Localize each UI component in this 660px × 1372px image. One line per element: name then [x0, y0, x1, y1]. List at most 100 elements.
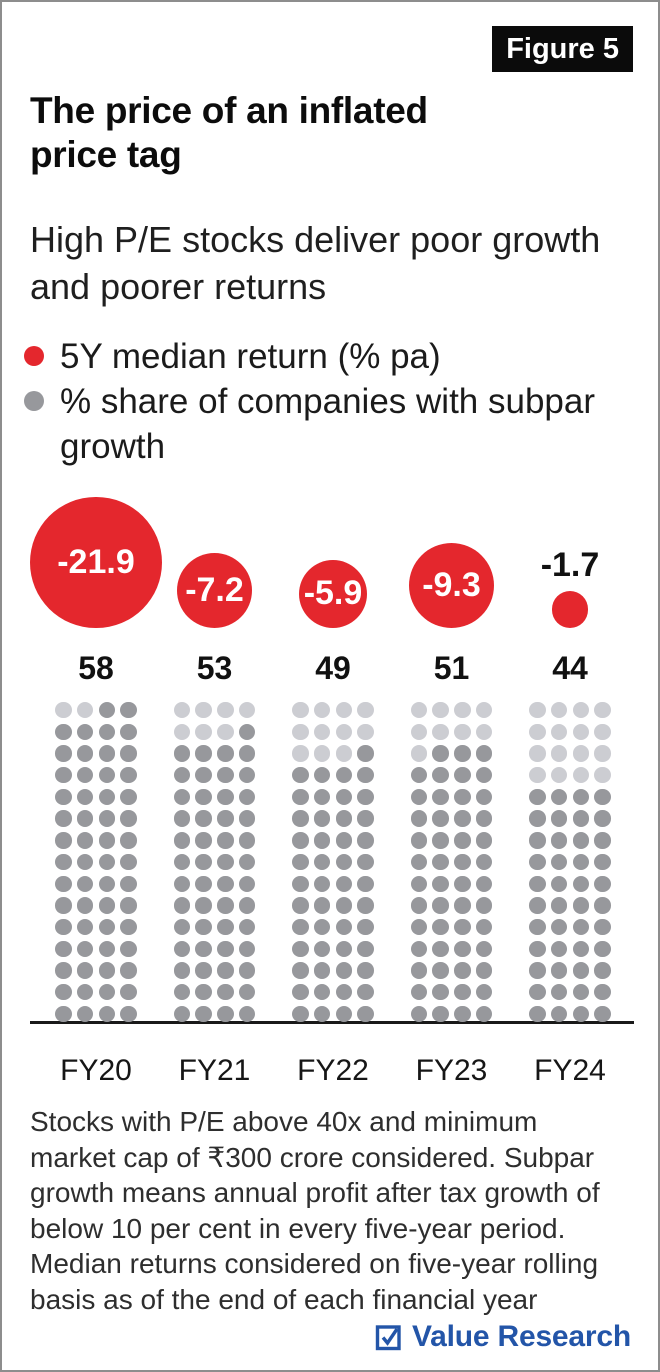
waffle-dot-filled	[313, 832, 331, 849]
value-research-logo: Value Research	[375, 1318, 631, 1356]
waffle-dot-filled	[454, 853, 471, 871]
waffle-dot-filled	[76, 767, 94, 784]
waffle-dot-filled	[313, 767, 331, 784]
waffle-dot-filled	[76, 832, 94, 849]
waffle-dot-filled	[357, 940, 374, 957]
waffle-dot-filled	[238, 788, 256, 806]
waffle-dot-filled	[454, 767, 471, 784]
waffle-grid-FY24	[529, 702, 611, 1023]
waffle-dot-filled	[410, 853, 428, 871]
waffle-dot-filled	[335, 853, 353, 871]
waffle-dot-filled	[529, 788, 546, 806]
waffle-dot-filled	[120, 767, 137, 784]
waffle-dot-filled	[98, 767, 116, 784]
waffle-dot-filled	[410, 897, 428, 914]
waffle-dot-filled	[335, 1005, 353, 1023]
waffle-dot-filled	[173, 767, 191, 784]
waffle-dot-filled	[98, 918, 116, 936]
waffle-dot-empty	[357, 723, 374, 741]
waffle-dot-empty	[432, 702, 449, 719]
waffle-dot-filled	[76, 962, 94, 979]
waffle-dot-filled	[238, 1005, 256, 1023]
waffle-dot-filled	[217, 788, 234, 806]
waffle-dot-filled	[76, 745, 94, 762]
share-value-FY22: 49	[315, 650, 351, 686]
waffle-dot-filled	[357, 1005, 374, 1023]
waffle-dot-empty	[529, 723, 546, 741]
legend-label: 5Y median return (% pa)	[60, 337, 441, 376]
waffle-dot-filled	[120, 897, 137, 914]
waffle-dot-filled	[195, 832, 212, 849]
waffle-dot-filled	[475, 853, 493, 871]
waffle-dot-filled	[357, 875, 374, 892]
chart-title: The price of an inflated price tag	[30, 90, 428, 175]
waffle-dot-filled	[529, 897, 546, 914]
waffle-dot-filled	[120, 788, 137, 806]
waffle-dot-empty	[313, 745, 331, 762]
waffle-dot-filled	[335, 788, 353, 806]
waffle-dot-empty	[313, 723, 331, 741]
waffle-dot-filled	[475, 832, 493, 849]
waffle-dot-filled	[357, 788, 374, 806]
waffle-dot-filled	[529, 962, 546, 979]
waffle-dot-filled	[120, 810, 137, 827]
waffle-dot-empty	[550, 723, 568, 741]
waffle-dot-filled	[550, 810, 568, 827]
waffle-dot-filled	[529, 853, 546, 871]
waffle-dot-filled	[550, 875, 568, 892]
waffle-dot-filled	[98, 788, 116, 806]
waffle-dot-filled	[357, 767, 374, 784]
waffle-dot-empty	[335, 723, 353, 741]
waffle-dot-filled	[432, 962, 449, 979]
waffle-dot-filled	[195, 1005, 212, 1023]
waffle-dot-filled	[195, 918, 212, 936]
waffle-dot-filled	[454, 745, 471, 762]
waffle-dot-filled	[195, 853, 212, 871]
waffle-dot-empty	[238, 702, 256, 719]
waffle-grid-FY21	[173, 702, 256, 1023]
waffle-dot-filled	[292, 940, 309, 957]
waffle-dot-filled	[217, 962, 234, 979]
waffle-dot-filled	[217, 918, 234, 936]
waffle-dot-empty	[572, 767, 590, 784]
waffle-dot-empty	[173, 702, 191, 719]
waffle-dot-filled	[217, 1005, 234, 1023]
legend-dot-gray	[24, 391, 44, 411]
waffle-dot-filled	[572, 940, 590, 957]
waffle-dot-filled	[357, 810, 374, 827]
waffle-dot-filled	[292, 853, 309, 871]
waffle-dot-filled	[550, 940, 568, 957]
waffle-dot-filled	[550, 832, 568, 849]
waffle-dot-filled	[550, 788, 568, 806]
waffle-dot-filled	[475, 918, 493, 936]
waffle-dot-filled	[120, 853, 137, 871]
legend-dot-red	[24, 346, 44, 366]
waffle-dot-filled	[120, 875, 137, 892]
waffle-dot-filled	[550, 897, 568, 914]
waffle-dot-filled	[529, 1005, 546, 1023]
waffle-dot-filled	[410, 788, 428, 806]
waffle-dot-filled	[454, 918, 471, 936]
waffle-dot-empty	[572, 745, 590, 762]
waffle-dot-filled	[292, 810, 309, 827]
legend-item-median-return: 5Y median return (% pa)	[24, 334, 634, 379]
waffle-dot-filled	[454, 962, 471, 979]
legend-label: % share of companies with subpar growth	[60, 382, 595, 466]
waffle-dot-empty	[572, 702, 590, 719]
waffle-dot-filled	[410, 810, 428, 827]
waffle-dot-filled	[313, 983, 331, 1001]
waffle-dot-filled	[292, 1005, 309, 1023]
waffle-dot-filled	[550, 962, 568, 979]
waffle-dot-filled	[572, 810, 590, 827]
waffle-dot-filled	[195, 875, 212, 892]
waffle-dot-empty	[55, 702, 72, 719]
waffle-dot-filled	[173, 940, 191, 957]
figure-badge: Figure 5	[492, 26, 633, 72]
waffle-dot-filled	[98, 1005, 116, 1023]
waffle-dot-filled	[313, 897, 331, 914]
waffle-dot-filled	[76, 723, 94, 741]
waffle-dot-empty	[195, 702, 212, 719]
waffle-dot-filled	[292, 918, 309, 936]
waffle-dot-filled	[217, 940, 234, 957]
waffle-dot-filled	[195, 897, 212, 914]
